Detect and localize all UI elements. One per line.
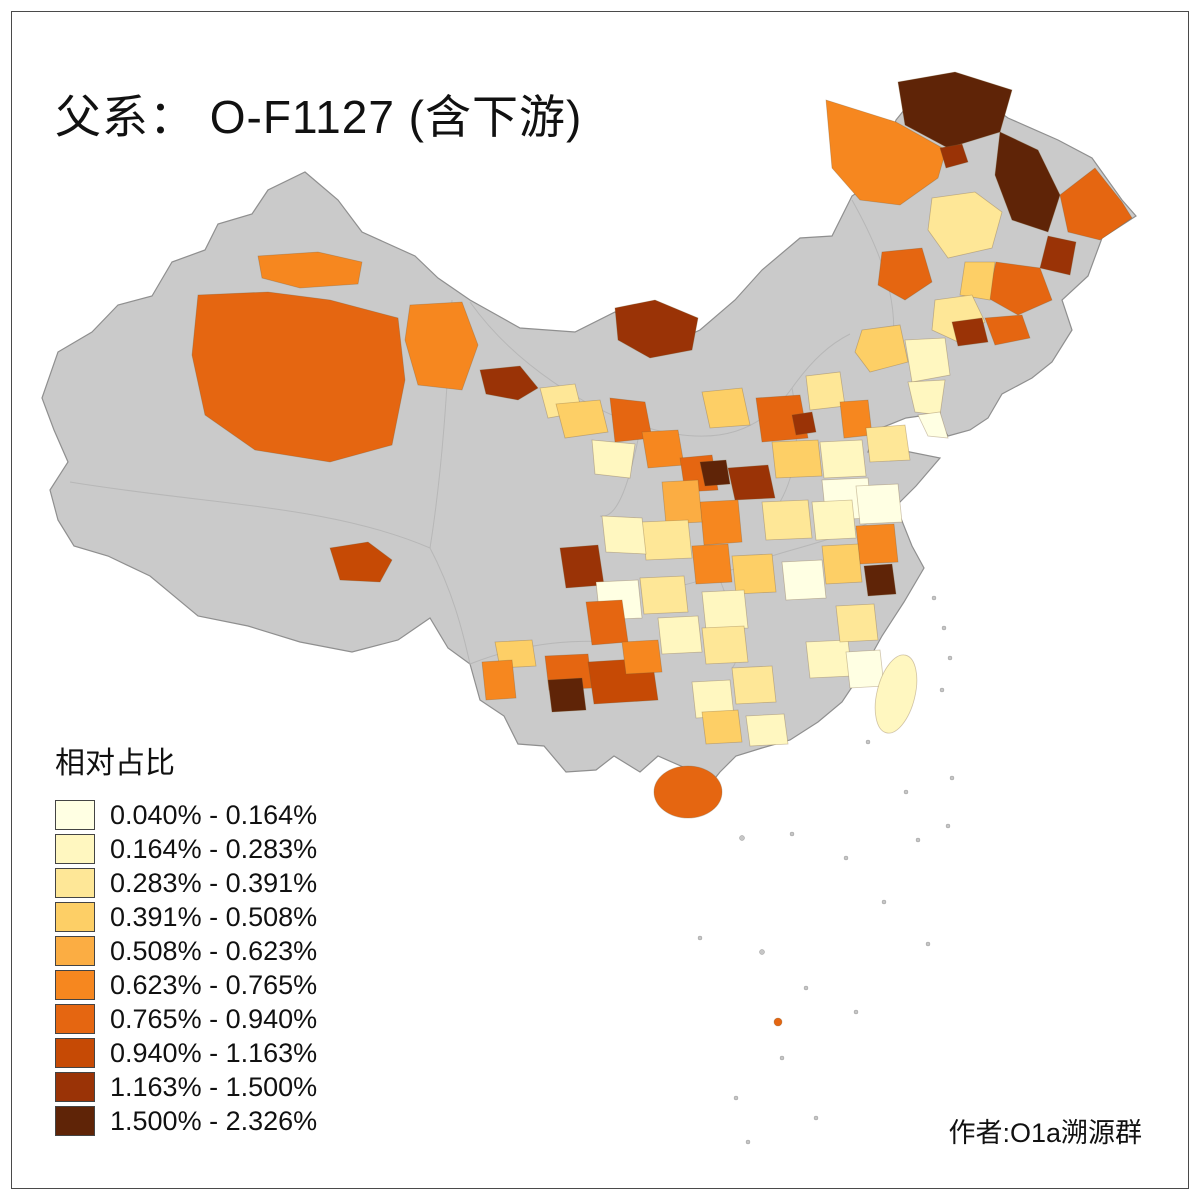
legend-swatch [55,970,95,1000]
legend-list: 0.040% - 0.164% 0.164% - 0.283% 0.283% - 0… [55,798,317,1138]
legend-item: 0.940% - 1.163% [55,1036,317,1070]
legend-range-label: 0.765% - 0.940% [110,1003,318,1034]
legend-range-label: 0.623% - 0.765% [110,969,318,1000]
legend-item: 0.765% - 0.940% [55,1002,317,1036]
legend-range-label: 0.940% - 1.163% [110,1037,318,1068]
legend-range-label: 0.040% - 0.164% [110,799,318,830]
legend-title: 相对占比 [55,747,175,780]
page-title: 父系： O-F1127 (含下游) [55,90,583,143]
legend-range-label: 0.283% - 0.391% [110,867,318,898]
legend-swatch [55,902,95,932]
legend-range-label: 0.391% - 0.508% [110,901,318,932]
legend-swatch [55,868,95,898]
legend-item: 0.283% - 0.391% [55,866,317,900]
legend-swatch [55,1004,95,1034]
legend-swatch [55,1072,95,1102]
legend-item: 0.623% - 0.765% [55,968,317,1002]
legend-range-label: 0.508% - 0.623% [110,935,318,966]
legend-range-label: 1.500% - 2.326% [110,1105,318,1136]
legend-swatch [55,834,95,864]
legend-range-label: 1.163% - 1.500% [110,1071,318,1102]
hainan-island [653,765,723,819]
author-credit: 作者:O1a溯源群 [948,1118,1142,1148]
taiwan-island [874,654,918,734]
prefecture-patches [191,71,1133,1027]
legend-item: 0.508% - 0.623% [55,934,317,968]
legend-item: 0.391% - 0.508% [55,900,317,934]
legend-swatch [55,1038,95,1068]
legend-swatch [55,1106,95,1136]
legend-item: 0.040% - 0.164% [55,798,317,832]
legend-item: 1.500% - 2.326% [55,1104,317,1138]
legend-item: 1.163% - 1.500% [55,1070,317,1104]
legend-swatch [55,800,95,830]
legend-swatch [55,936,95,966]
small-islands [697,595,955,1145]
legend: 相对占比 0.040% - 0.164% 0.164% - 0.283% 0.283… [55,738,317,1138]
legend-range-label: 0.164% - 0.283% [110,833,318,864]
legend-item: 0.164% - 0.283% [55,832,317,866]
